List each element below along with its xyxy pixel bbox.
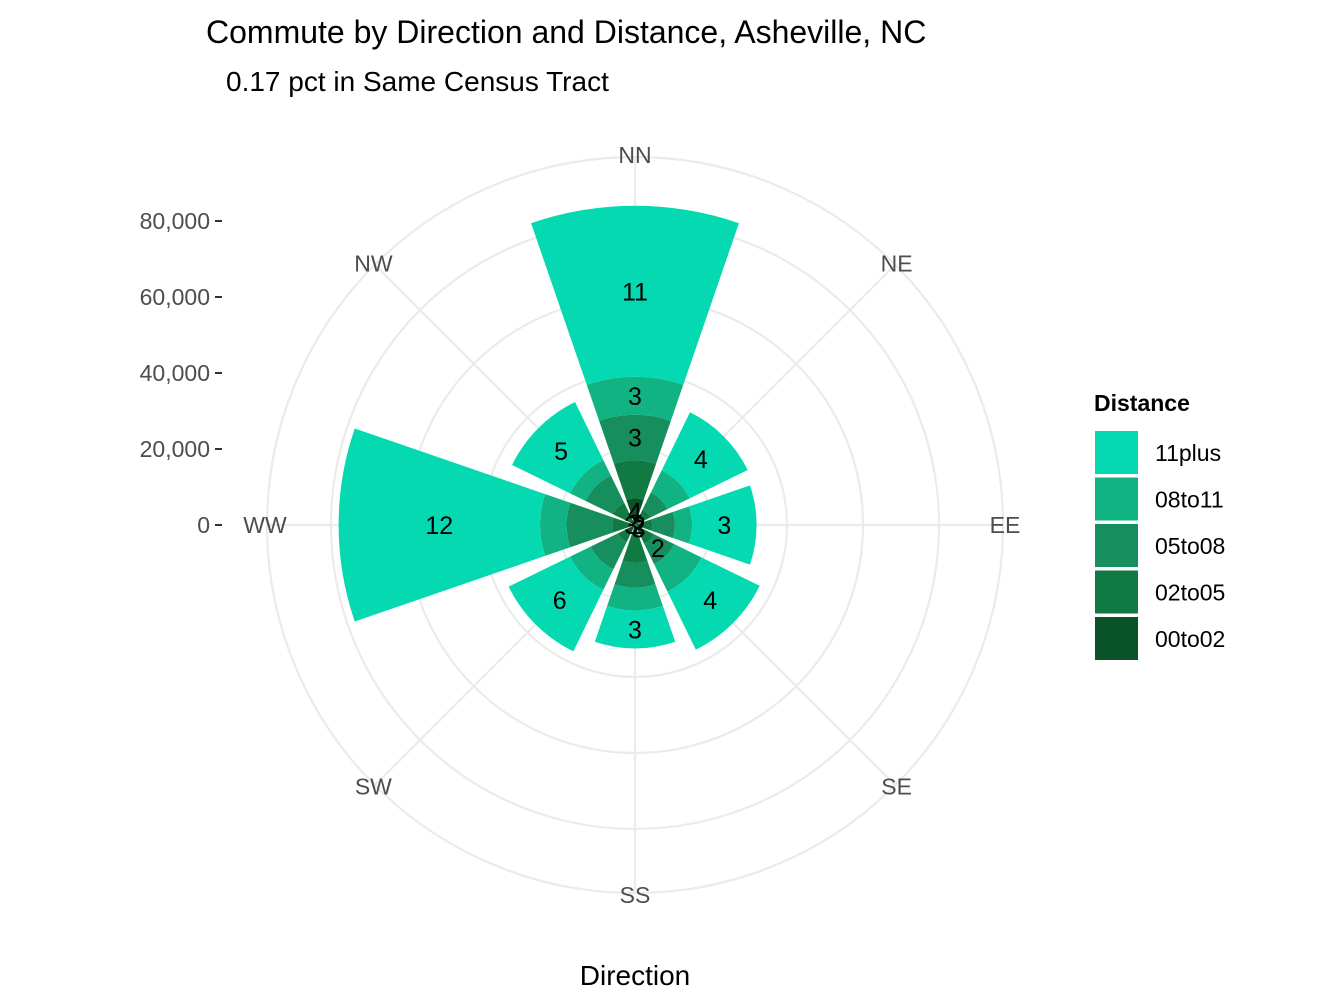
direction-label-ww: WW [243,512,287,538]
bar-ee-08to11 [672,506,692,544]
bar-nw-11plus [512,402,604,494]
bar-label: 2 [632,512,646,540]
bar-nw-02to05 [612,502,633,523]
direction-label-ne: NE [881,250,913,276]
legend-key-00to02 [1095,617,1138,660]
direction-label-nn: NN [618,142,651,168]
bar-nw-05to08 [585,475,625,515]
bar-nn-02to05 [613,460,657,500]
bar-label: 3 [624,512,638,540]
bar-ss-00to02 [631,525,639,535]
legend: Distance 11plus 08to11 05to08 02to05 00to02 [1094,390,1225,660]
bar-ee-05to08 [651,512,675,538]
legend-label: 11plus [1155,440,1221,466]
bar-label: 3 [717,512,731,540]
bar-sw-00to02 [626,525,635,534]
bar-se-05to08 [644,534,675,565]
legend-title: Distance [1094,390,1190,416]
bar-label: 6 [553,587,567,615]
direction-label-ss: SS [620,882,651,908]
bar-nn-08to11 [586,376,684,421]
bar-ww-08to11 [540,494,571,556]
direction-label-sw: SW [355,774,392,800]
bar-label: 12 [425,512,453,540]
bar-label: 3 [628,425,642,453]
bar-se-08to11 [654,544,702,592]
bar-ne-08to11 [650,470,690,510]
x-axis-title: Direction [580,960,690,991]
bar-ww-05to08 [566,502,614,548]
bar-nw-08to11 [570,460,611,501]
bar-sw-02to05 [617,529,631,543]
radial-tick-label: 20,000 [140,436,210,462]
bar-label: 4 [703,587,717,615]
direction-label-nw: NW [354,250,393,276]
bar-label: 3 [628,617,642,645]
bar-label: 4 [628,499,642,527]
bar-nn-00to02 [626,498,644,525]
bar-ww-02to05 [612,517,628,533]
bar-nw-00to02 [629,519,635,525]
bar-label: 4 [694,446,708,474]
radial-tick-label: 40,000 [140,360,210,386]
legend-label: 02to05 [1155,580,1225,606]
bar-nn-11plus [531,205,739,385]
bar-nn-05to08 [599,414,671,464]
radial-axis: 0 20,000 40,000 60,000 80,000 [140,208,222,538]
bar-ww-11plus [338,428,546,622]
bar-ss-08to11 [607,584,663,611]
bar-label: 11 [622,278,648,306]
bar-label: 2 [651,535,665,563]
bar-se-00to02 [635,525,644,534]
legend-label: 08to11 [1155,487,1224,513]
legend-label: 00to02 [1155,626,1225,652]
bar-ss-02to05 [622,533,648,563]
bar-ne-02to05 [637,509,651,523]
bar-ss-05to08 [614,560,656,588]
bar-se-11plus [667,557,760,650]
bar-sw-11plus [508,556,604,652]
radial-tick-label: 0 [197,512,210,538]
radial-tick-label: 80,000 [140,208,210,234]
legend-key-05to08 [1095,524,1138,567]
bar-sw-08to11 [570,546,614,590]
radial-tick-label: 60,000 [140,284,210,310]
bar-se-02to05 [639,529,654,544]
bar-label: 3 [631,515,645,543]
bar-label: 5 [554,438,568,466]
chart-subtitle: 0.17 pct in Same Census Tract [226,66,609,97]
bar-ss-11plus [594,605,676,649]
bar-ne-05to08 [642,492,668,518]
bar-label: 3 [628,383,642,411]
bar-ww-00to02 [627,522,635,528]
bar-ne-11plus [661,412,748,499]
legend-key-08to11 [1095,477,1138,521]
direction-label-se: SE [881,774,912,800]
bar-sw-05to08 [590,533,627,570]
legend-key-11plus [1095,431,1138,474]
bars [338,205,760,652]
direction-labels: NN NE EE SE SS SW WW NW [243,142,1020,908]
legend-key-02to05 [1095,570,1138,614]
bar-ne-00to02 [635,519,641,525]
chart-title: Commute by Direction and Distance, Ashev… [206,14,926,50]
bar-ee-11plus [688,485,757,565]
legend-label: 05to08 [1155,533,1225,559]
direction-label-ee: EE [990,512,1021,538]
bar-ee-00to02 [635,522,643,528]
bar-ee-02to05 [642,519,653,531]
